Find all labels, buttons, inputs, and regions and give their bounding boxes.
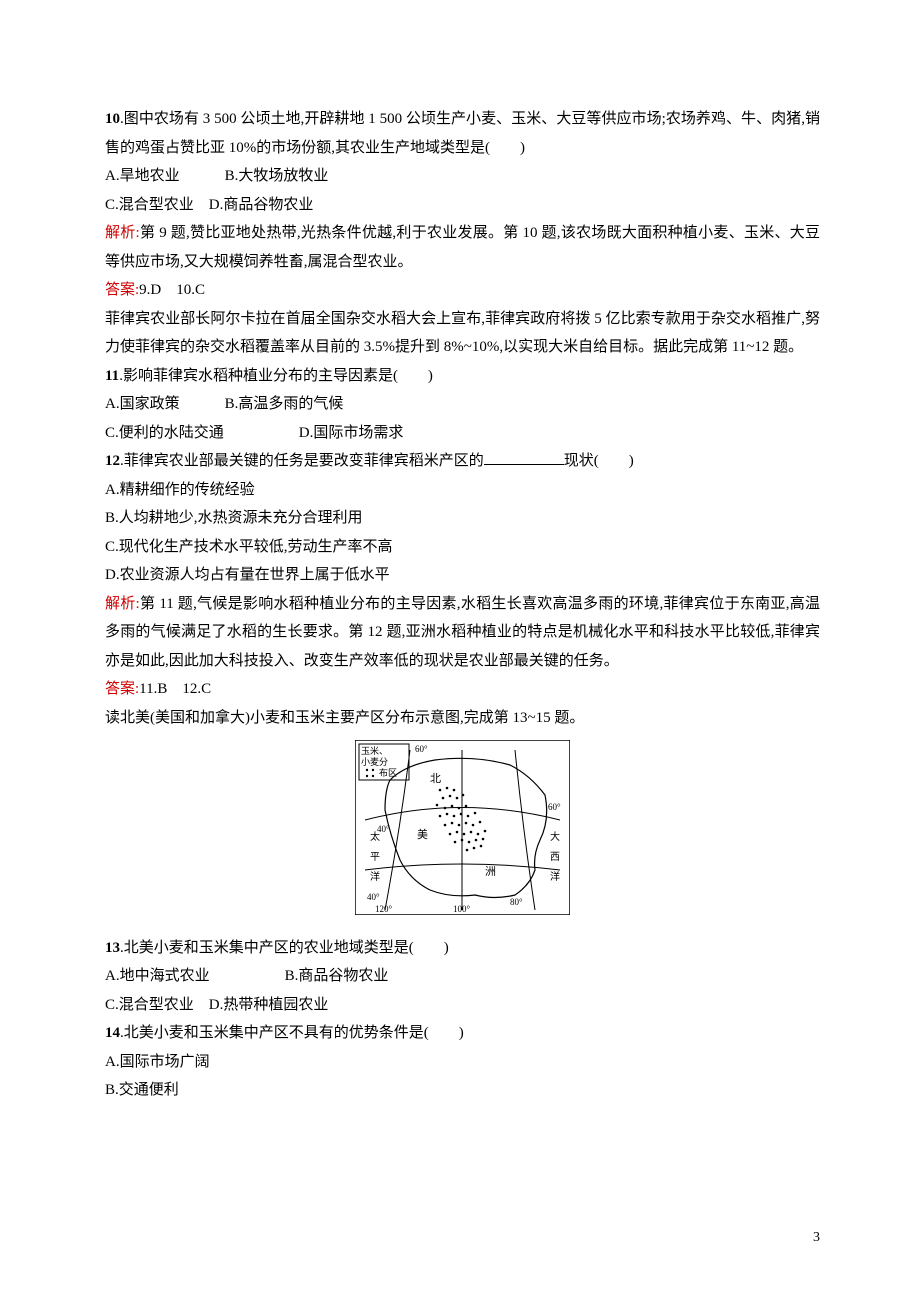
q13-option-c: C.混合型农业 [105, 997, 194, 1013]
question-text-2: 现状( ) [564, 453, 634, 469]
q12-option-a: A.精耕细作的传统经验 [105, 476, 820, 505]
q13-option-b: B.商品谷物农业 [285, 968, 389, 984]
question-11: 11.影响菲律宾水稻种植业分布的主导因素是( ) [105, 362, 820, 391]
blank-line [484, 450, 564, 465]
q11-options-row1: A.国家政策 B.高温多雨的气候 [105, 390, 820, 419]
question-number: 10 [105, 111, 120, 127]
map-label-us: 美 [417, 828, 428, 841]
q13-option-d: D.热带种植园农业 [209, 997, 329, 1013]
question-10: 10.图中农场有 3 500 公顷土地,开辟耕地 1 500 公顷生产小麦、玉米… [105, 105, 820, 162]
question-14: 14.北美小麦和玉米集中产区不具有的优势条件是( ) [105, 1019, 820, 1048]
q13-options-row1: A.地中海式农业 B.商品谷物农业 [105, 962, 820, 991]
map-label-atlantic2: 西 [550, 852, 560, 863]
map-lat-40: 40° [377, 824, 390, 834]
map-lon-120: 120° [375, 904, 393, 914]
analysis-text: 第 9 题,赞比亚地处热带,光热条件优越,利于农业发展。第 10 题,该农场既大… [105, 225, 820, 270]
q10-option-d: D.商品谷物农业 [209, 197, 314, 213]
map-label-pacific3: 洋 [370, 870, 380, 883]
q14-option-b: B.交通便利 [105, 1076, 820, 1105]
q14-option-a: A.国际市场广阔 [105, 1048, 820, 1077]
map-lat-60: 60° [548, 802, 561, 812]
q12-option-c: C.现代化生产技术水平较低,劳动生产率不高 [105, 533, 820, 562]
answer-label: 答案: [105, 681, 139, 697]
map-label-atlantic3: 洋 [550, 870, 560, 883]
question-number: 13 [105, 940, 120, 956]
question-number: 11 [105, 368, 119, 384]
map-lat-40b: 40° [367, 892, 380, 902]
q10-options-row2: C.混合型农业 D.商品谷物农业 [105, 191, 820, 220]
map-lon-80: 80° [510, 897, 523, 907]
q13-options-row2: C.混合型农业 D.热带种植园农业 [105, 991, 820, 1020]
question-number: 12 [105, 453, 120, 469]
intro-text-2: 菲律宾农业部长阿尔卡拉在首届全国杂交水稻大会上宣布,菲律宾政府将拨 5 亿比索专… [105, 305, 820, 362]
q10-option-a: A.旱地农业 [105, 168, 180, 184]
legend-text-2: 小麦分 [361, 756, 388, 767]
q13-option-a: A.地中海式农业 [105, 968, 210, 984]
analysis-label: 解析: [105, 225, 140, 241]
page-number: 3 [813, 1225, 820, 1252]
q10-options-row1: A.旱地农业 B.大牧场放牧业 [105, 162, 820, 191]
map-label-zhou: 洲 [485, 866, 496, 878]
intro-content: 读北美(美国和加拿大)小麦和玉米主要产区分布示意图,完成第 13~15 题。 [105, 710, 584, 726]
north-america-map: 玉米、 小麦分 布区 北 美 洲 太 平 洋 大 西 洋 [355, 740, 570, 915]
analysis-block-2: 解析:第 11 题,气候是影响水稻种植业分布的主导因素,水稻生长喜欢高温多雨的环… [105, 590, 820, 676]
analysis-block-1: 解析:第 9 题,赞比亚地处热带,光热条件优越,利于农业发展。第 10 题,该农… [105, 219, 820, 276]
legend-text-1: 玉米、 [361, 745, 388, 756]
question-text: .北美小麦和玉米集中产区不具有的优势条件是( ) [120, 1025, 464, 1041]
analysis-label: 解析: [105, 596, 140, 612]
question-12: 12.菲律宾农业部最关键的任务是要改变菲律宾稻米产区的 现状( ) [105, 447, 820, 476]
question-text: .北美小麦和玉米集中产区的农业地域类型是( ) [120, 940, 449, 956]
answer-block-1: 答案:9.D 10.C [105, 276, 820, 305]
q11-option-d: D.国际市场需求 [299, 425, 404, 441]
question-number: 14 [105, 1025, 120, 1041]
map-label-north: 北 [430, 772, 441, 785]
q11-option-c: C.便利的水陆交通 [105, 425, 224, 441]
map-label-atlantic1: 大 [550, 830, 560, 843]
question-text-1: .菲律宾农业部最关键的任务是要改变菲律宾稻米产区的 [120, 453, 484, 469]
q10-option-b: B.大牧场放牧业 [225, 168, 329, 184]
answer-text: 9.D 10.C [139, 282, 205, 298]
question-text: .影响菲律宾水稻种植业分布的主导因素是( ) [119, 368, 433, 384]
question-text: .图中农场有 3 500 公顷土地,开辟耕地 1 500 公顷生产小麦、玉米、大… [105, 111, 820, 156]
intro-content: 菲律宾农业部长阿尔卡拉在首届全国杂交水稻大会上宣布,菲律宾政府将拨 5 亿比索专… [105, 311, 820, 356]
intro-text-3: 读北美(美国和加拿大)小麦和玉米主要产区分布示意图,完成第 13~15 题。 [105, 704, 820, 733]
q12-option-d: D.农业资源人均占有量在世界上属于低水平 [105, 561, 820, 590]
answer-text: 11.B 12.C [139, 681, 211, 697]
q12-option-b: B.人均耕地少,水热资源未充分合理利用 [105, 504, 820, 533]
answer-label: 答案: [105, 282, 139, 298]
question-13: 13.北美小麦和玉米集中产区的农业地域类型是( ) [105, 934, 820, 963]
q11-options-row2: C.便利的水陆交通 D.国际市场需求 [105, 419, 820, 448]
q11-option-a: A.国家政策 [105, 396, 180, 412]
analysis-text: 第 11 题,气候是影响水稻种植业分布的主导因素,水稻生长喜欢高温多雨的环境,菲… [105, 596, 820, 669]
answer-block-2: 答案:11.B 12.C [105, 675, 820, 704]
q10-option-c: C.混合型农业 [105, 197, 194, 213]
map-label-pacific2: 平 [370, 852, 380, 863]
map-figure: 玉米、 小麦分 布区 北 美 洲 太 平 洋 大 西 洋 [105, 740, 820, 926]
map-lon-60: 60° [415, 744, 428, 754]
q11-option-b: B.高温多雨的气候 [225, 396, 344, 412]
map-lon-100: 100° [453, 904, 471, 914]
